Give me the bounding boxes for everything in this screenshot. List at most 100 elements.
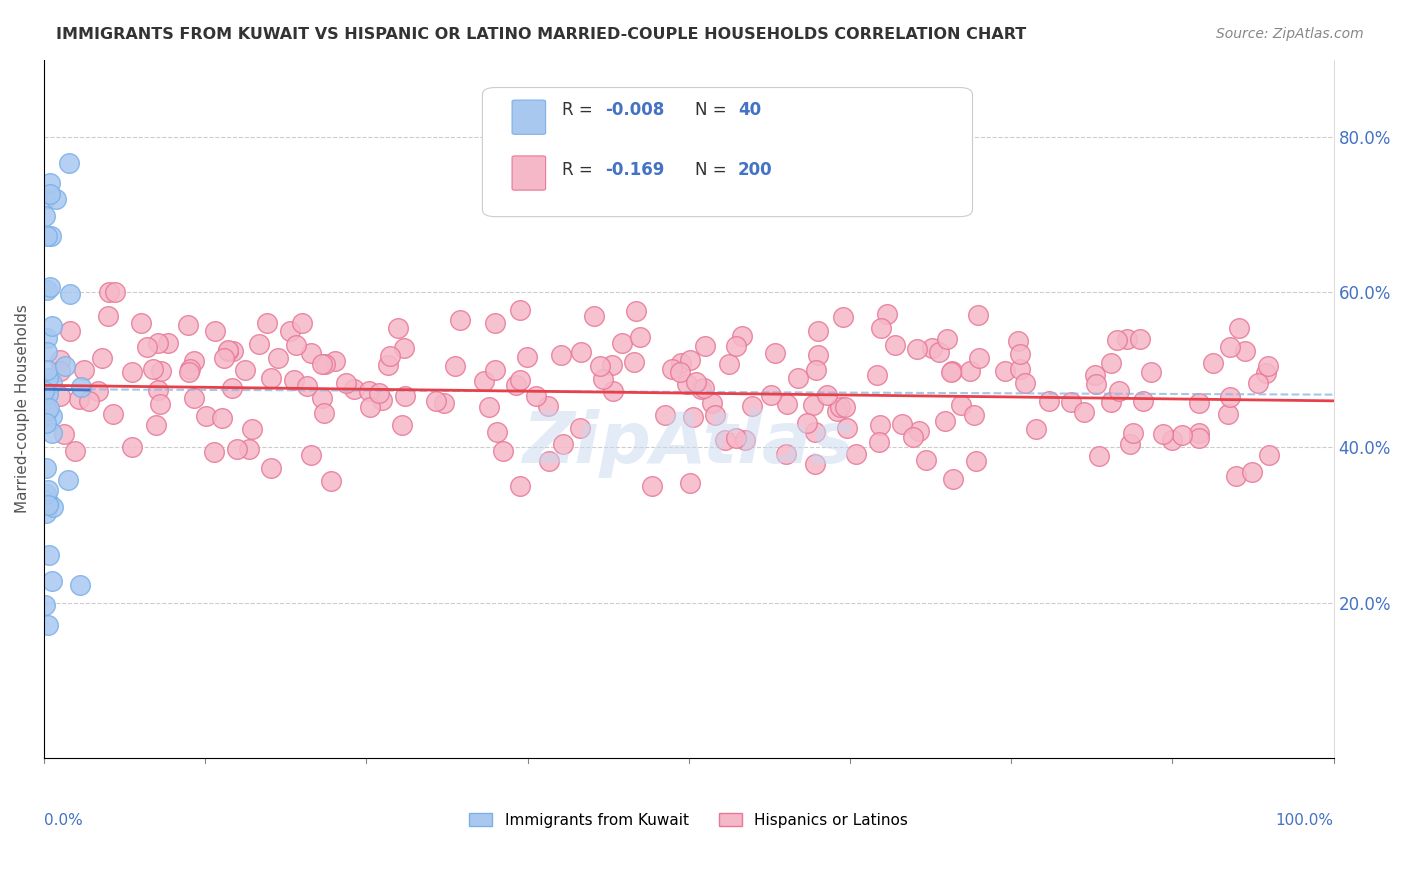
Point	[845, 447, 868, 461]
Text: N =: N =	[695, 101, 733, 119]
Point	[484, 363, 506, 377]
Point	[59, 287, 82, 301]
Point	[815, 388, 838, 402]
Text: IMMIGRANTS FROM KUWAIT VS HISPANIC OR LATINO MARRIED-COUPLE HOUSEHOLDS CORRELATI: IMMIGRANTS FROM KUWAIT VS HISPANIC OR LA…	[56, 27, 1026, 42]
Point	[942, 472, 965, 486]
Point	[37, 387, 59, 401]
Point	[828, 400, 851, 414]
Point	[38, 549, 60, 563]
Point	[443, 359, 465, 373]
Point	[741, 400, 763, 414]
Point	[551, 437, 574, 451]
Point	[267, 351, 290, 366]
Point	[58, 156, 80, 170]
Point	[37, 498, 59, 512]
Point	[1247, 376, 1270, 391]
Point	[775, 447, 797, 461]
Point	[876, 307, 898, 321]
Point	[801, 398, 824, 412]
Point	[142, 361, 165, 376]
Point	[939, 365, 962, 379]
Point	[433, 395, 456, 409]
Point	[786, 371, 808, 385]
Point	[537, 399, 560, 413]
Point	[221, 380, 243, 394]
Point	[524, 389, 547, 403]
Point	[718, 357, 741, 371]
Point	[101, 407, 124, 421]
Text: 100.0%: 100.0%	[1275, 814, 1334, 829]
Point	[87, 384, 110, 398]
Point	[311, 357, 333, 371]
Point	[41, 425, 63, 440]
Point	[342, 382, 364, 396]
Point	[676, 376, 699, 391]
Point	[865, 368, 887, 382]
Text: 40: 40	[738, 101, 761, 119]
Point	[283, 373, 305, 387]
Point	[1007, 334, 1029, 348]
Point	[367, 386, 389, 401]
Point	[921, 342, 943, 356]
Point	[226, 442, 249, 456]
Point	[91, 351, 114, 365]
Point	[806, 348, 828, 362]
Point	[890, 417, 912, 431]
Text: -0.008: -0.008	[605, 101, 664, 119]
Point	[703, 408, 725, 422]
Point	[195, 409, 218, 423]
Legend: Immigrants from Kuwait, Hispanics or Latinos: Immigrants from Kuwait, Hispanics or Lat…	[464, 806, 914, 834]
Point	[714, 433, 737, 447]
Point	[1084, 368, 1107, 383]
Point	[145, 418, 167, 433]
Point	[35, 331, 58, 345]
Point	[1107, 334, 1129, 348]
FancyBboxPatch shape	[512, 100, 546, 135]
Point	[669, 355, 692, 369]
Text: N =: N =	[695, 161, 733, 179]
Point	[41, 574, 63, 589]
Point	[486, 425, 509, 439]
Point	[693, 381, 716, 395]
Point	[1121, 425, 1143, 440]
Point	[602, 384, 624, 399]
Point	[39, 187, 62, 202]
Point	[69, 577, 91, 591]
Text: 0.0%: 0.0%	[44, 814, 83, 829]
Point	[550, 348, 572, 362]
Point	[484, 316, 506, 330]
Point	[963, 408, 986, 422]
Point	[967, 351, 990, 365]
Point	[1254, 366, 1277, 380]
Point	[914, 453, 936, 467]
Point	[1188, 396, 1211, 410]
Point	[763, 345, 786, 359]
Point	[121, 365, 143, 379]
Point	[35, 229, 58, 244]
Point	[592, 372, 614, 386]
Point	[1108, 384, 1130, 398]
Point	[325, 354, 347, 368]
Point	[505, 378, 527, 392]
Point	[179, 362, 201, 376]
Point	[314, 357, 336, 371]
Point	[1087, 449, 1109, 463]
Point	[238, 442, 260, 457]
Point	[775, 397, 797, 411]
Point	[371, 392, 394, 407]
Point	[1099, 355, 1122, 369]
Point	[690, 382, 713, 396]
Point	[509, 479, 531, 493]
Point	[1073, 405, 1095, 419]
Point	[661, 362, 683, 376]
Point	[37, 483, 59, 498]
Point	[959, 363, 981, 377]
Point	[934, 414, 956, 428]
Point	[41, 229, 63, 244]
Point	[1132, 394, 1154, 409]
Point	[1008, 362, 1031, 376]
FancyBboxPatch shape	[482, 87, 973, 217]
Point	[965, 454, 987, 468]
Point	[905, 342, 928, 356]
Point	[1188, 431, 1211, 445]
